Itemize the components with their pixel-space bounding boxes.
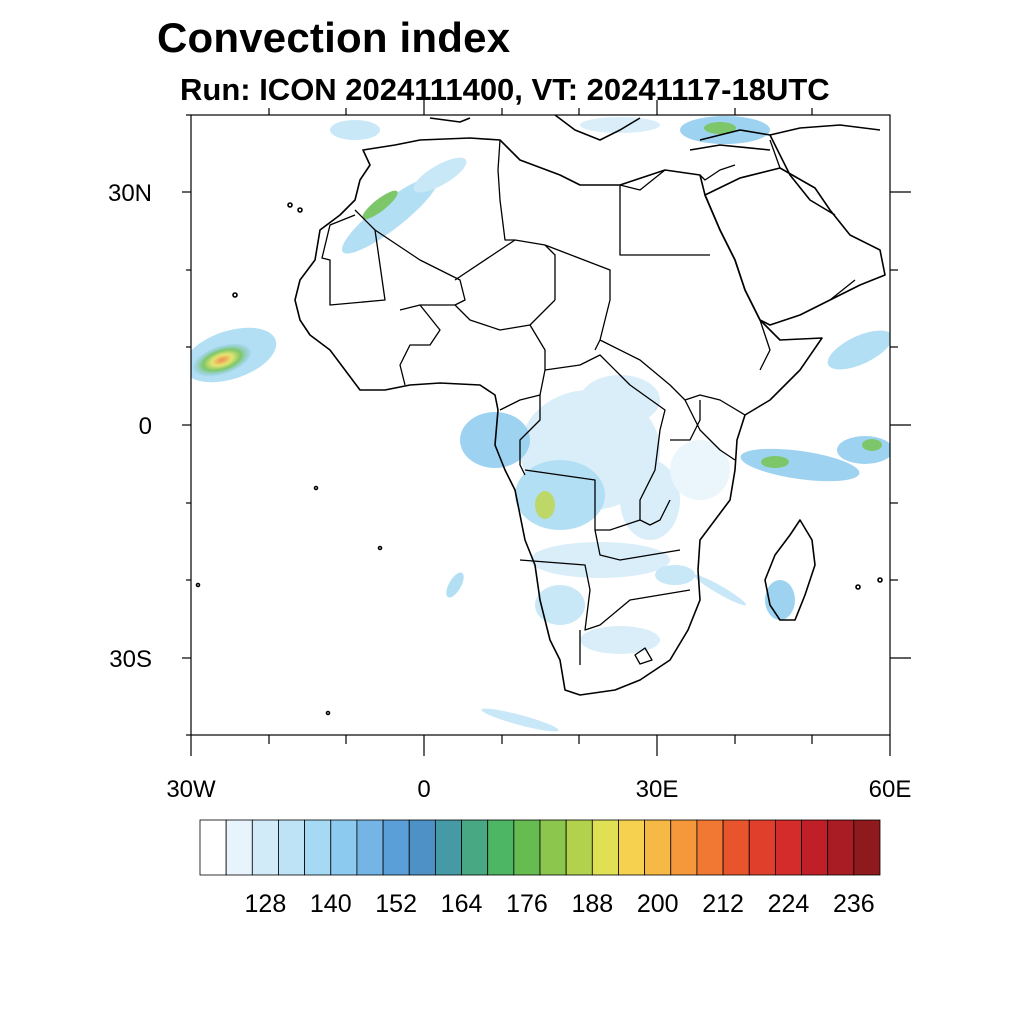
- colorbar-label: 164: [441, 890, 483, 918]
- convection-shading: [191, 116, 890, 732]
- colorbar-label: 152: [375, 890, 417, 918]
- axis-ticks: [182, 100, 911, 756]
- colorbar-labels: 128 140 152 164 176 188 200 212 224 236: [245, 890, 875, 918]
- colorbar-swatch: [278, 819, 306, 876]
- lon-label-30w: 30W: [166, 776, 216, 803]
- colorbar-swatch: [565, 819, 593, 876]
- colorbar-label: 128: [245, 890, 287, 918]
- lat-label-30n: 30N: [108, 180, 152, 207]
- colorbar-label: 212: [702, 890, 744, 918]
- colorbar-swatch: [644, 819, 672, 876]
- lon-label-30e: 30E: [636, 776, 679, 803]
- chart-title: Convection index: [157, 14, 511, 61]
- colorbar-swatch: [618, 819, 646, 876]
- lon-label-60e: 60E: [869, 776, 912, 803]
- colorbar-label: 224: [768, 890, 810, 918]
- colorbar-swatch: [722, 819, 750, 876]
- colorbar-swatch: [748, 819, 776, 876]
- colorbar-swatch: [696, 819, 724, 876]
- colorbar-swatch: [434, 819, 462, 876]
- colorbar-swatch: [199, 819, 227, 876]
- colorbar-label: 188: [571, 890, 613, 918]
- colorbar-swatch: [853, 819, 881, 876]
- colorbar-swatch: [408, 819, 436, 876]
- lat-label-0: 0: [139, 413, 152, 440]
- colorbar-label: 200: [637, 890, 679, 918]
- colorbar-swatch: [382, 819, 410, 876]
- colorbar-swatch: [461, 819, 489, 876]
- colorbar-swatch: [487, 819, 515, 876]
- colorbar-swatch: [513, 819, 541, 876]
- colorbar-label: 236: [833, 890, 875, 918]
- colorbar-swatch: [225, 819, 253, 876]
- colorbar-label: 176: [506, 890, 548, 918]
- colorbar-swatch: [304, 819, 332, 876]
- colorbar-swatch: [670, 819, 698, 876]
- colorbar-label: 140: [310, 890, 352, 918]
- colorbar-swatch: [827, 819, 855, 876]
- lat-label-30s: 30S: [109, 646, 152, 673]
- colorbar-swatch: [330, 819, 358, 876]
- chart-subtitle: Run: ICON 2024111400, VT: 20241117-18UTC: [180, 72, 830, 107]
- coastlines: [195, 115, 886, 716]
- colorbar: [199, 819, 881, 876]
- map-area: [191, 115, 890, 732]
- country-borders: [321, 139, 856, 665]
- colorbar-swatch: [801, 819, 829, 876]
- colorbar-swatch: [591, 819, 619, 876]
- colorbar-swatch: [356, 819, 384, 876]
- colorbar-swatch: [774, 819, 802, 876]
- colorbar-swatch: [539, 819, 567, 876]
- lon-label-0: 0: [417, 776, 430, 803]
- colorbar-swatch: [251, 819, 279, 876]
